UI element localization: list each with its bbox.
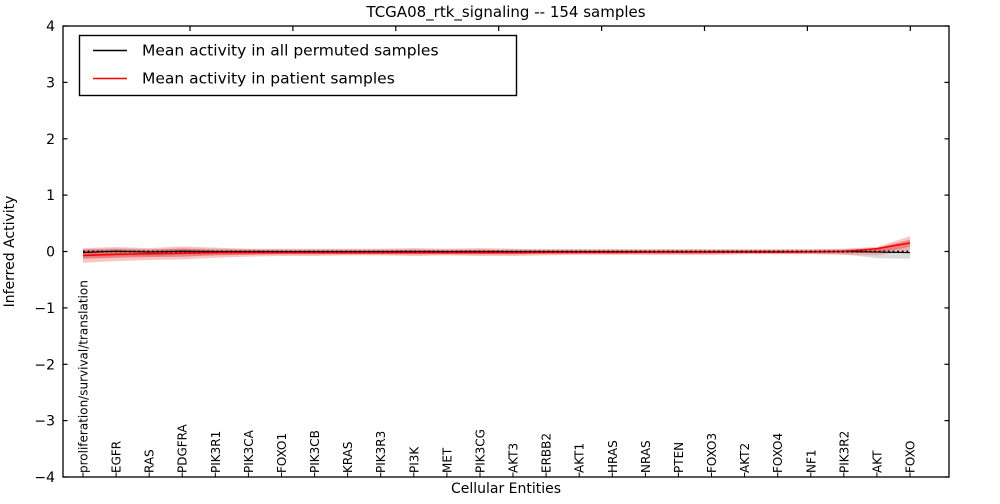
patient-mean-line xyxy=(82,242,911,257)
y-tick-label: −2 xyxy=(34,357,55,373)
chart-title: TCGA08_rtk_signaling -- 154 samples xyxy=(365,3,645,22)
category-label: FOXO1 xyxy=(275,433,289,473)
y-tick-label: 2 xyxy=(46,132,55,148)
y-tick-label: 4 xyxy=(46,19,55,35)
y-tick-label: −4 xyxy=(34,470,55,486)
category-label: HRAS xyxy=(606,440,620,473)
y-tick-label: 1 xyxy=(46,188,55,204)
category-label: AKT1 xyxy=(573,443,587,473)
y-tick-label: −3 xyxy=(34,414,55,430)
legend-label-permuted: Mean activity in all permuted samples xyxy=(142,42,439,60)
category-label: PIK3CA xyxy=(242,429,256,473)
category-label: PIK3R2 xyxy=(837,431,851,473)
uncertainty-bands xyxy=(83,236,910,263)
category-label: RAS xyxy=(143,449,157,473)
category-label: AKT xyxy=(870,450,884,473)
patient-std-band-outer xyxy=(83,236,910,263)
series-lines xyxy=(82,242,911,257)
y-tick-label: 0 xyxy=(46,245,55,261)
y-axis-label: Inferred Activity xyxy=(2,196,18,308)
category-label: NRAS xyxy=(639,440,653,473)
axis-ticks xyxy=(63,25,949,478)
category-label: MET xyxy=(440,447,454,473)
y-tick-label: 3 xyxy=(46,75,55,91)
category-label: FOXO3 xyxy=(705,433,719,473)
category-label: PIK3CG xyxy=(474,429,488,473)
category-label: proliferation/survival/translation xyxy=(77,280,91,473)
category-label: FOXO xyxy=(904,441,918,473)
category-label: AKT3 xyxy=(507,443,521,473)
category-label: PI3K xyxy=(407,446,421,473)
category-label: AKT2 xyxy=(738,443,752,473)
category-label: FOXO4 xyxy=(771,433,785,473)
y-tick-label: −1 xyxy=(34,301,55,317)
category-label: PIK3R1 xyxy=(209,431,223,473)
category-label: PIK3R3 xyxy=(374,431,388,473)
legend-box xyxy=(78,34,518,97)
legend: Mean activity in all permuted samples Me… xyxy=(78,34,518,97)
patient-std-band-inner xyxy=(83,239,910,259)
category-label: PDGFRA xyxy=(176,423,190,473)
legend-label-patient: Mean activity in patient samples xyxy=(142,70,395,88)
y-tick-labels: 4 3 2 1 0 −1 −2 −3 −4 xyxy=(34,19,55,486)
category-label: PTEN xyxy=(672,442,686,473)
category-label: PIK3CB xyxy=(308,430,322,473)
x-axis-label: Cellular Entities xyxy=(451,481,561,497)
category-label: EGFR xyxy=(110,441,124,473)
category-label: NF1 xyxy=(804,449,818,473)
category-labels: proliferation/survival/translation EGFR RA… xyxy=(77,280,918,473)
category-label: ERBB2 xyxy=(540,433,554,473)
category-label: KRAS xyxy=(341,441,355,473)
